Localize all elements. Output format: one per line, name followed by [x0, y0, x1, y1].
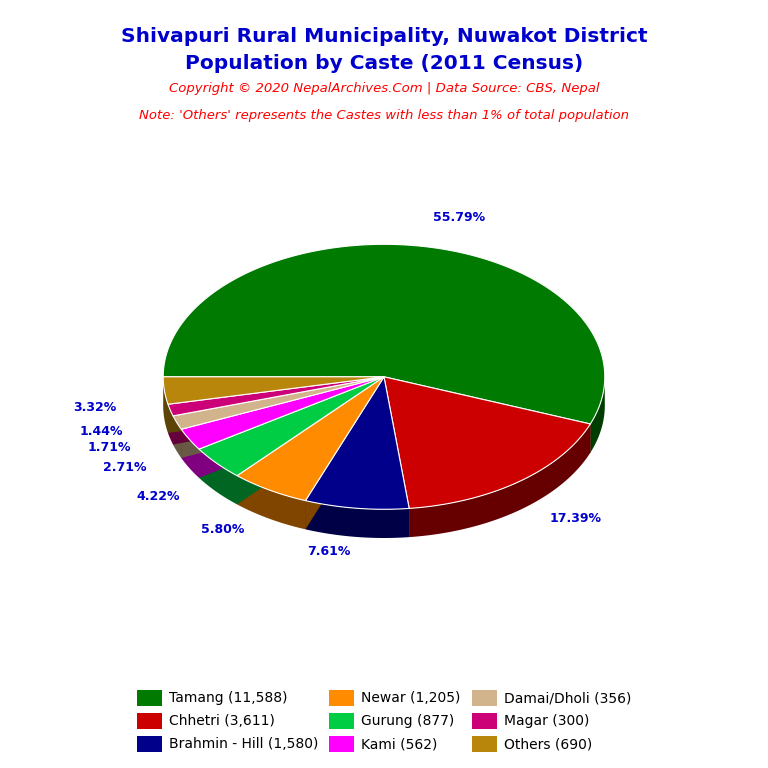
- Polygon shape: [306, 377, 384, 529]
- Text: 2.71%: 2.71%: [103, 461, 147, 474]
- Polygon shape: [168, 404, 173, 445]
- Text: Population by Caste (2011 Census): Population by Caste (2011 Census): [185, 54, 583, 73]
- Polygon shape: [199, 377, 384, 478]
- Polygon shape: [384, 377, 591, 452]
- Polygon shape: [384, 377, 591, 508]
- Text: 17.39%: 17.39%: [549, 512, 601, 525]
- Polygon shape: [237, 377, 384, 501]
- Polygon shape: [199, 377, 384, 478]
- Polygon shape: [199, 449, 237, 505]
- Polygon shape: [237, 377, 384, 505]
- Polygon shape: [181, 377, 384, 458]
- Polygon shape: [173, 377, 384, 429]
- Polygon shape: [306, 501, 409, 538]
- Polygon shape: [384, 377, 409, 537]
- Text: Note: 'Others' represents the Castes with less than 1% of total population: Note: 'Others' represents the Castes wit…: [139, 109, 629, 122]
- Text: 7.61%: 7.61%: [307, 545, 350, 558]
- Legend: Tamang (11,588), Chhetri (3,611), Brahmin - Hill (1,580), Newar (1,205), Gurung : Tamang (11,588), Chhetri (3,611), Brahmi…: [131, 684, 637, 757]
- Text: 55.79%: 55.79%: [433, 211, 485, 224]
- Text: Shivapuri Rural Municipality, Nuwakot District: Shivapuri Rural Municipality, Nuwakot Di…: [121, 27, 647, 46]
- Polygon shape: [306, 377, 409, 509]
- Text: Copyright © 2020 NepalArchives.Com | Data Source: CBS, Nepal: Copyright © 2020 NepalArchives.Com | Dat…: [169, 82, 599, 95]
- Polygon shape: [237, 377, 384, 505]
- Text: 4.22%: 4.22%: [136, 490, 180, 503]
- Polygon shape: [384, 377, 409, 537]
- Polygon shape: [173, 416, 181, 458]
- Polygon shape: [384, 377, 591, 452]
- Text: 3.32%: 3.32%: [73, 402, 116, 415]
- Text: 1.71%: 1.71%: [88, 441, 131, 454]
- Polygon shape: [168, 377, 384, 416]
- Polygon shape: [163, 244, 604, 424]
- Text: 1.44%: 1.44%: [80, 425, 124, 439]
- Polygon shape: [591, 377, 604, 452]
- Polygon shape: [181, 429, 199, 478]
- Polygon shape: [173, 377, 384, 445]
- Polygon shape: [306, 377, 384, 529]
- Polygon shape: [181, 377, 384, 449]
- Polygon shape: [199, 377, 384, 475]
- Polygon shape: [173, 377, 384, 445]
- Polygon shape: [168, 377, 384, 433]
- Polygon shape: [237, 475, 306, 529]
- Polygon shape: [163, 377, 384, 404]
- Polygon shape: [168, 377, 384, 433]
- Polygon shape: [181, 377, 384, 458]
- Polygon shape: [409, 424, 591, 537]
- Text: 5.80%: 5.80%: [200, 523, 244, 536]
- Polygon shape: [163, 377, 168, 433]
